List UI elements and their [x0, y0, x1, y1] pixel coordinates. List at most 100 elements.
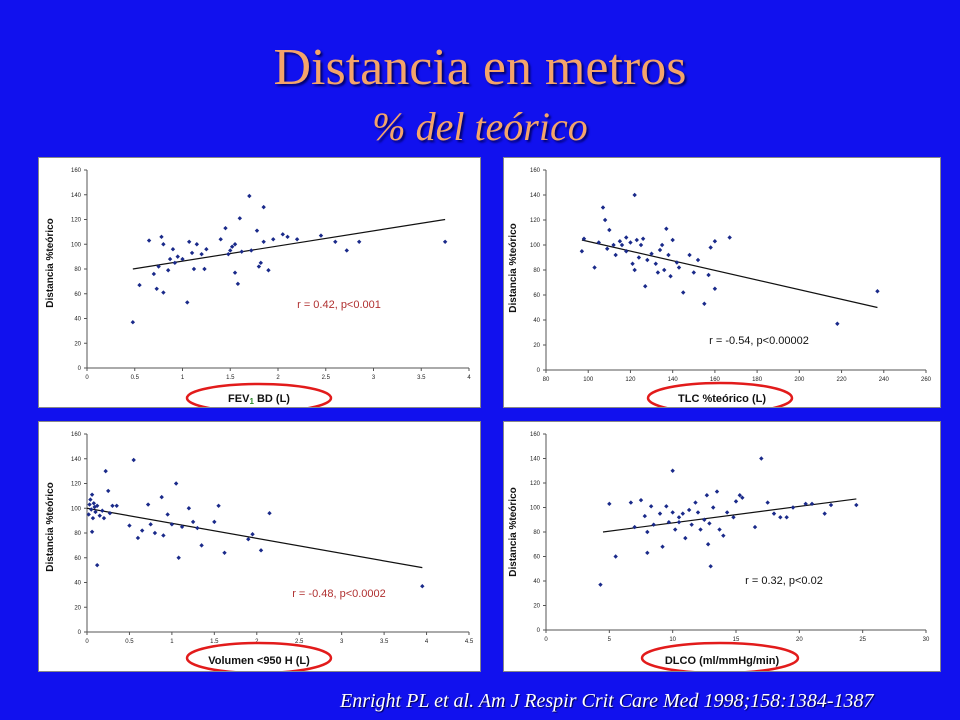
- data-point: [704, 493, 710, 498]
- x-tick-label: 180: [752, 377, 763, 383]
- y-tick-label: 100: [71, 242, 82, 248]
- y-tick-label: 40: [74, 581, 81, 587]
- x-tick-label: 10: [669, 637, 676, 643]
- data-point: [721, 533, 726, 538]
- data-point: [106, 488, 111, 494]
- data-point: [752, 524, 758, 530]
- x-tick-label: 20: [796, 637, 803, 643]
- data-point: [186, 506, 192, 511]
- data-point: [835, 321, 840, 326]
- x-tick-label: 100: [583, 377, 594, 383]
- data-point: [657, 511, 663, 516]
- data-point: [256, 264, 262, 269]
- data-point: [318, 233, 324, 238]
- data-point: [645, 529, 650, 535]
- data-point: [706, 272, 711, 278]
- data-point: [638, 242, 644, 248]
- annotation: r = -0.48, p<0.0002: [292, 588, 386, 600]
- data-point: [103, 468, 108, 474]
- data-point: [216, 503, 221, 508]
- data-point: [212, 519, 217, 525]
- data-point: [695, 257, 701, 263]
- data-point: [87, 502, 92, 507]
- x-tick-label: 30: [923, 637, 930, 643]
- y-tick-label: 20: [74, 341, 81, 347]
- y-tick-label: 140: [71, 193, 82, 199]
- x-tick-label: 220: [837, 377, 848, 383]
- data-point: [91, 501, 96, 506]
- data-point: [159, 234, 164, 240]
- data-point: [681, 290, 686, 295]
- data-point: [670, 510, 675, 515]
- x-tick-label: 1.5: [226, 375, 235, 381]
- data-point: [691, 270, 696, 275]
- data-point: [645, 257, 650, 263]
- y-tick-label: 120: [71, 218, 82, 224]
- data-point: [640, 236, 646, 241]
- y-tick-label: 20: [533, 343, 540, 349]
- chart-fev1-svg: 0 20 40 60 80 100 120 140 160 0 0.5 1 1.5 2 2.5 3 3.5 4 Di…: [45, 168, 471, 407]
- data-point: [809, 501, 815, 507]
- data-point: [131, 457, 136, 463]
- data-point: [638, 497, 644, 503]
- highlight-oval: [185, 382, 333, 407]
- data-point: [676, 520, 682, 525]
- data-point: [600, 205, 606, 210]
- data-point: [89, 507, 94, 512]
- data-point: [632, 192, 637, 198]
- y-tick-label: 80: [533, 268, 540, 274]
- data-point: [114, 503, 119, 508]
- data-point: [759, 456, 764, 461]
- annotation: r = 0.42, p<0.001: [297, 299, 381, 311]
- y-axis-label: Distancia %teórico: [508, 487, 519, 576]
- data-point: [731, 515, 736, 520]
- data-point: [607, 227, 612, 233]
- data-point: [687, 252, 692, 258]
- data-point: [717, 527, 722, 532]
- data-point: [689, 522, 694, 527]
- data-point: [695, 510, 701, 515]
- data-point: [579, 249, 585, 254]
- annotation: r = 0.32, p<0.02: [745, 575, 823, 587]
- data-point: [239, 249, 244, 254]
- data-point: [204, 247, 209, 252]
- y-tick-label: 120: [530, 481, 541, 487]
- chart-volumen: 0 20 40 60 80 100 120 140 160 0 0.5 1 1.5 2 2.5 3 3.5 4 4.…: [38, 421, 481, 672]
- chart-tlc: 0 20 40 60 80 100 120 140 160 80 100 120 140 160 180 20…: [503, 157, 941, 408]
- data-point: [165, 268, 171, 273]
- data-point: [784, 515, 789, 520]
- data-point: [712, 286, 718, 291]
- chart-dlco-svg: 0 20 40 60 80 100 120 140 160 0 5 10 15 20 25 30 Distanc…: [508, 432, 930, 671]
- y-tick-label: 0: [537, 628, 541, 634]
- x-axis-label: DLCO (ml/mmHg/min): [665, 655, 780, 667]
- data-point: [645, 550, 650, 556]
- data-point: [199, 251, 204, 257]
- trendline: [86, 507, 423, 569]
- x-axis-label: FEV1 BD (L): [228, 393, 290, 406]
- x-tick-label: 4.5: [465, 639, 474, 645]
- data-point: [624, 235, 629, 240]
- data-point: [254, 228, 260, 233]
- data-point: [707, 521, 712, 526]
- data-point: [88, 497, 93, 502]
- data-point: [94, 503, 100, 508]
- data-point: [280, 232, 285, 237]
- data-point: [100, 508, 105, 513]
- data-point: [442, 239, 448, 244]
- data-point: [261, 239, 266, 244]
- citation: Enright PL et al. Am J Respir Crit Care …: [340, 690, 874, 712]
- x-tick-label: 25: [859, 637, 866, 643]
- y-tick-label: 120: [71, 482, 82, 488]
- data-point: [167, 256, 173, 262]
- y-tick-label: 20: [74, 605, 81, 611]
- y-tick-label: 140: [530, 457, 541, 463]
- data-point: [790, 505, 796, 510]
- data-point: [655, 270, 661, 275]
- data-point: [702, 517, 707, 522]
- x-tick-label: 3: [340, 639, 344, 645]
- x-axis-label-main: FEV: [228, 393, 250, 405]
- data-point: [156, 264, 161, 269]
- data-point: [89, 492, 95, 497]
- data-point: [86, 512, 91, 517]
- data-point: [194, 242, 200, 247]
